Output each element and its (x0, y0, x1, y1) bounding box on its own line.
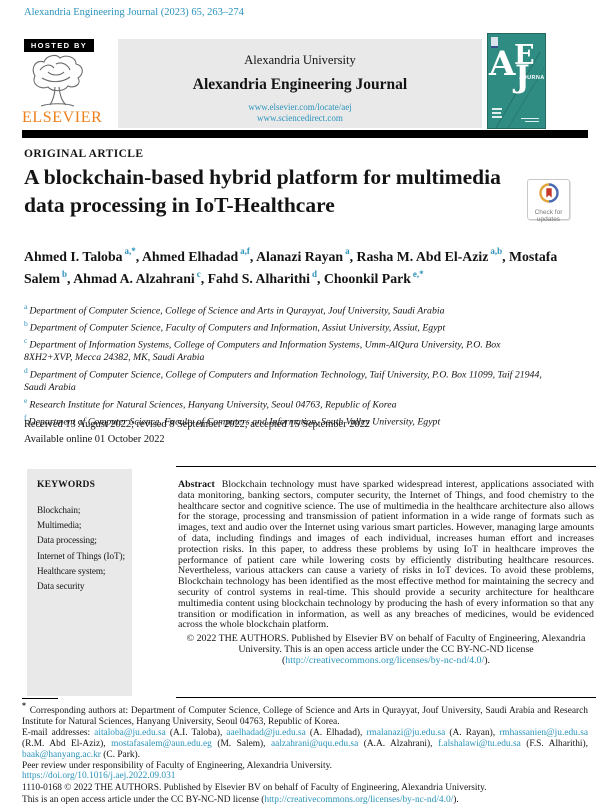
keywords-list: Blockchain; Multimedia; Data processing;… (37, 503, 126, 594)
footnote-block: * Corresponding authors at: Department o… (22, 701, 589, 772)
author: Ahmed I. Taloba a,*, (24, 246, 142, 264)
cover-text-line (492, 116, 502, 118)
author-affil-sup: a,f (240, 246, 250, 256)
cover-text-line (492, 108, 502, 110)
cover-text-line (521, 118, 539, 119)
abstract-copyright: © 2022 THE AUTHORS. Published by Elsevie… (186, 633, 586, 666)
check-updates-label: Check for (534, 209, 563, 216)
affiliation-list: a Department of Computer Science, College… (24, 301, 544, 429)
affiliation: b Department of Computer Science, Faculty… (24, 319, 446, 334)
affiliation: a Department of Computer Science, College… (24, 302, 445, 317)
hosted-by-badge: HOSTED BY (24, 39, 94, 52)
article-title: A blockchain-based hybrid platform for m… (24, 165, 501, 217)
affiliation: e Research Institute for Natural Sciences… (24, 395, 397, 411)
header-divider-bar (22, 130, 588, 138)
cover-journal-word: JOURNAL (519, 75, 546, 81)
author-affil-sup: e,* (412, 268, 424, 279)
keywords-panel: KEYWORDS Blockchain; Multimedia; Data pr… (27, 469, 132, 696)
author: Rasha M. Abd El-Aziz a,b, (356, 246, 510, 264)
doi-link[interactable]: https://doi.org/10.1016/j.aej.2022.09.03… (22, 771, 176, 781)
email-label: E-mail addresses: (22, 727, 95, 738)
peer-review-note: Peer review under responsibility of Facu… (22, 760, 332, 771)
journal-title: Alexandria Engineering Journal (192, 76, 408, 93)
author-affil-sup: a (345, 246, 350, 256)
author-affil-sup: d (311, 268, 317, 279)
university-name: Alexandria University (244, 53, 356, 67)
open-access-license-line: This is an open access article under the… (22, 795, 459, 805)
author-affil-sup: c (196, 268, 201, 279)
keyword: Healthcare system; (37, 565, 106, 576)
check-for-updates-badge[interactable]: Check for updates (527, 179, 570, 223)
article-history: Received 13 August 2022; revised 8 Septe… (24, 418, 370, 447)
email-link[interactable]: rmhassanien@ju.edu.sa (499, 727, 589, 738)
author: Ahmed Elhadad a,f, (141, 246, 257, 264)
footnote-marker: * (22, 701, 26, 710)
author: Fahd S. Alharithi d, (207, 268, 324, 287)
keyword: Data processing; (37, 535, 97, 546)
keyword: Multimedia; (37, 520, 82, 531)
author-affil-sup: a,* (124, 246, 136, 256)
abstract-paragraph: Abstract Blockchain technology must have … (178, 479, 594, 631)
journal-url-link[interactable]: www.elsevier.com/locate/aej (248, 102, 352, 112)
author: Alanazi Rayan a, (256, 246, 357, 264)
keywords-heading: KEYWORDS (37, 480, 96, 490)
cover-text-line (525, 121, 539, 122)
abstract-label: Abstract (178, 479, 215, 490)
cover-university-emblem (491, 37, 498, 48)
affiliation: d Department of Computer Science, College… (24, 365, 542, 394)
received-dates-line: Received 13 August 2022; revised 8 Septe… (24, 419, 370, 430)
email-link[interactable]: mostafasalem@aun.edu.eg (111, 738, 212, 749)
running-head-citation[interactable]: Alexandria Engineering Journal (2023) 65… (24, 7, 244, 18)
crossmark-icon (538, 183, 559, 203)
email-link[interactable]: baak@hanyang.ac.kr (22, 749, 101, 760)
abstract-section: Abstract Blockchain technology must have … (178, 479, 594, 667)
license-link[interactable]: http://creativecommons.org/licenses/by-n… (264, 795, 454, 805)
footnote-separator-rule (22, 698, 58, 699)
email-link[interactable]: aaelhadad@ju.edu.sa (226, 727, 306, 738)
author-list: Ahmed I. Taloba a,*, Ahmed Elhadad a,f, Al… (24, 243, 584, 288)
affiliation: c Department of Information Systems, Coll… (24, 336, 501, 364)
cover-letter-a: A (489, 44, 516, 84)
cover-sketch-lines (495, 51, 545, 128)
author: Choonkil Park e,* (323, 268, 424, 287)
check-updates-label: updates (536, 216, 561, 223)
keyword: Blockchain; (37, 505, 81, 515)
keyword: Data security (37, 581, 85, 592)
cover-text-line (492, 112, 501, 114)
license-link[interactable]: http://creativecommons.org/licenses/by-n… (285, 654, 485, 666)
issn-copyright-line: 1110-0168 © 2022 THE AUTHORS. Published … (22, 783, 487, 793)
elsevier-tree-logo (32, 54, 83, 107)
email-link[interactable]: f.alshalawi@tu.edu.sa (437, 738, 521, 749)
keyword: Internet of Things (IoT); (37, 550, 125, 561)
email-link[interactable]: rmalanazi@ju.edu.sa (366, 727, 446, 738)
author-affil-sup: b (62, 268, 68, 279)
elsevier-wordmark: ELSEVIER (22, 109, 103, 126)
email-addresses-note: E-mail addresses: aitaloba@ju.edu.sa (A.… (22, 727, 589, 760)
email-link[interactable]: aalzahrani@uqu.edu.sa (271, 738, 359, 749)
article-type-label: ORIGINAL ARTICLE (24, 148, 144, 160)
sciencedirect-link[interactable]: www.sciencedirect.com (257, 113, 343, 123)
abstract-text: Blockchain technology must have sparked … (178, 479, 594, 631)
cover-letter-e: E (514, 40, 535, 71)
affiliation: f Department of Computer Science, Faculty… (24, 412, 441, 428)
journal-info-panel: Alexandria University Alexandria Enginee… (118, 39, 482, 128)
author: Mostafa Salem b, (24, 248, 558, 287)
author-affil-sup: a,b (490, 246, 503, 256)
email-link[interactable]: aitaloba@ju.edu.sa (94, 727, 166, 738)
abstract-top-rule (176, 466, 596, 467)
cover-letter-j: J (515, 59, 530, 95)
available-online-line: Available online 01 October 2022 (24, 433, 165, 445)
journal-cover-thumbnail: A E J JOURNAL (487, 33, 546, 129)
author: Ahmad A. Alzahrani c, (73, 268, 208, 287)
abstract-bottom-rule (176, 697, 596, 698)
corresponding-author-note: * Corresponding authors at: Department o… (22, 701, 588, 728)
